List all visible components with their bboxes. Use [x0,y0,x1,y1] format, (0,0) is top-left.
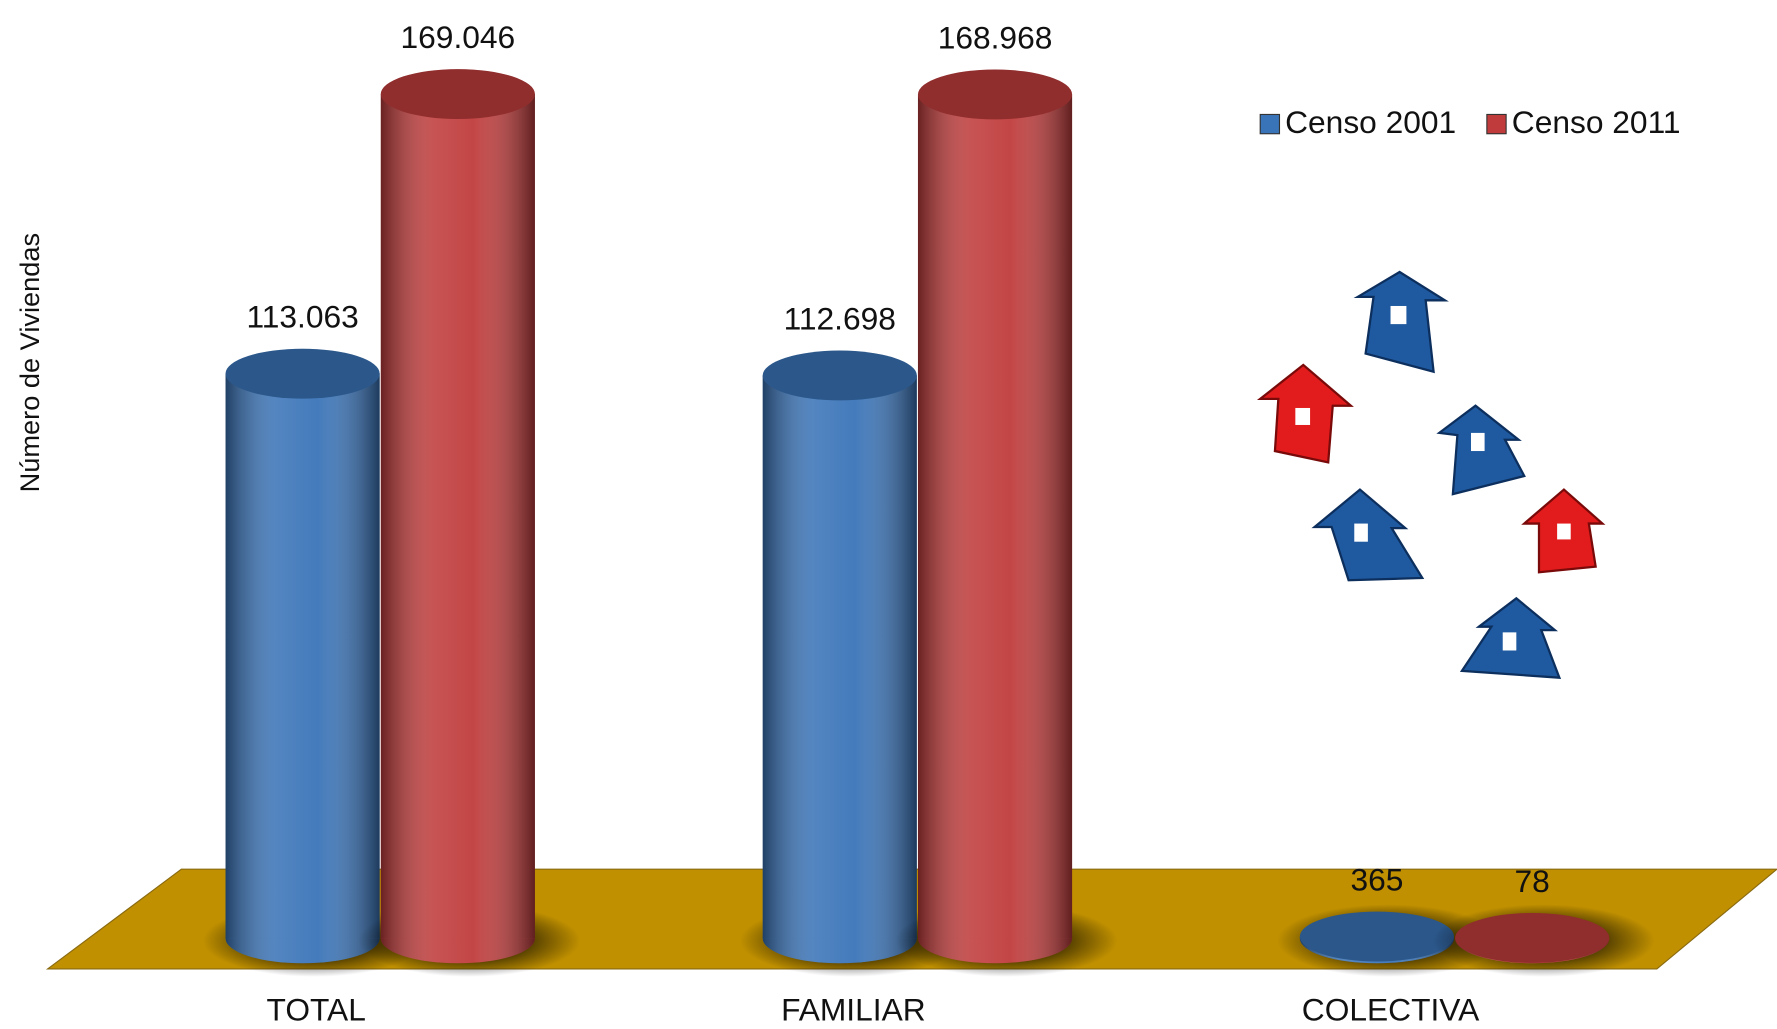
bar-top [1455,913,1610,963]
bar-top-shade [225,348,380,399]
bar-top-shade [917,69,1073,120]
bar-top [225,348,380,399]
bar [380,69,535,964]
legend-swatch [1486,113,1507,135]
legend-swatch [1259,113,1281,135]
data-label: 112.698 [784,300,896,336]
legend-label: Censo 2011 [1512,104,1681,140]
x-tick-label: TOTAL [267,991,366,1027]
bar-top [917,69,1073,120]
bar-body-shade [380,94,535,939]
bar [917,69,1073,964]
bar-top-shade [1299,911,1454,962]
bar [1455,913,1610,964]
bar [762,350,917,964]
bar-top [380,69,535,119]
bar-body-shade [762,375,917,939]
bar-top [762,350,917,401]
bar-top-shade [1455,913,1610,963]
data-label: 365 [1350,861,1403,897]
legend-label: Censo 2001 [1285,104,1456,140]
x-tick-label: FAMILIAR [781,991,926,1027]
data-label: 113.063 [246,299,358,335]
y-axis-label: Número de Viviendas [14,233,45,492]
data-label: 169.046 [401,19,516,55]
bar [1299,911,1454,964]
bar-top [1299,911,1454,962]
bar-top-shade [762,350,917,401]
data-label: 78 [1515,863,1550,899]
x-tick-label: COLECTIVA [1302,991,1480,1027]
data-label: 168.968 [938,19,1053,55]
house-decoration [1256,270,1606,679]
bar-top-shade [380,69,535,119]
bar-body-shade [225,373,380,939]
bar [225,348,380,964]
bar-body-shade [917,94,1073,939]
